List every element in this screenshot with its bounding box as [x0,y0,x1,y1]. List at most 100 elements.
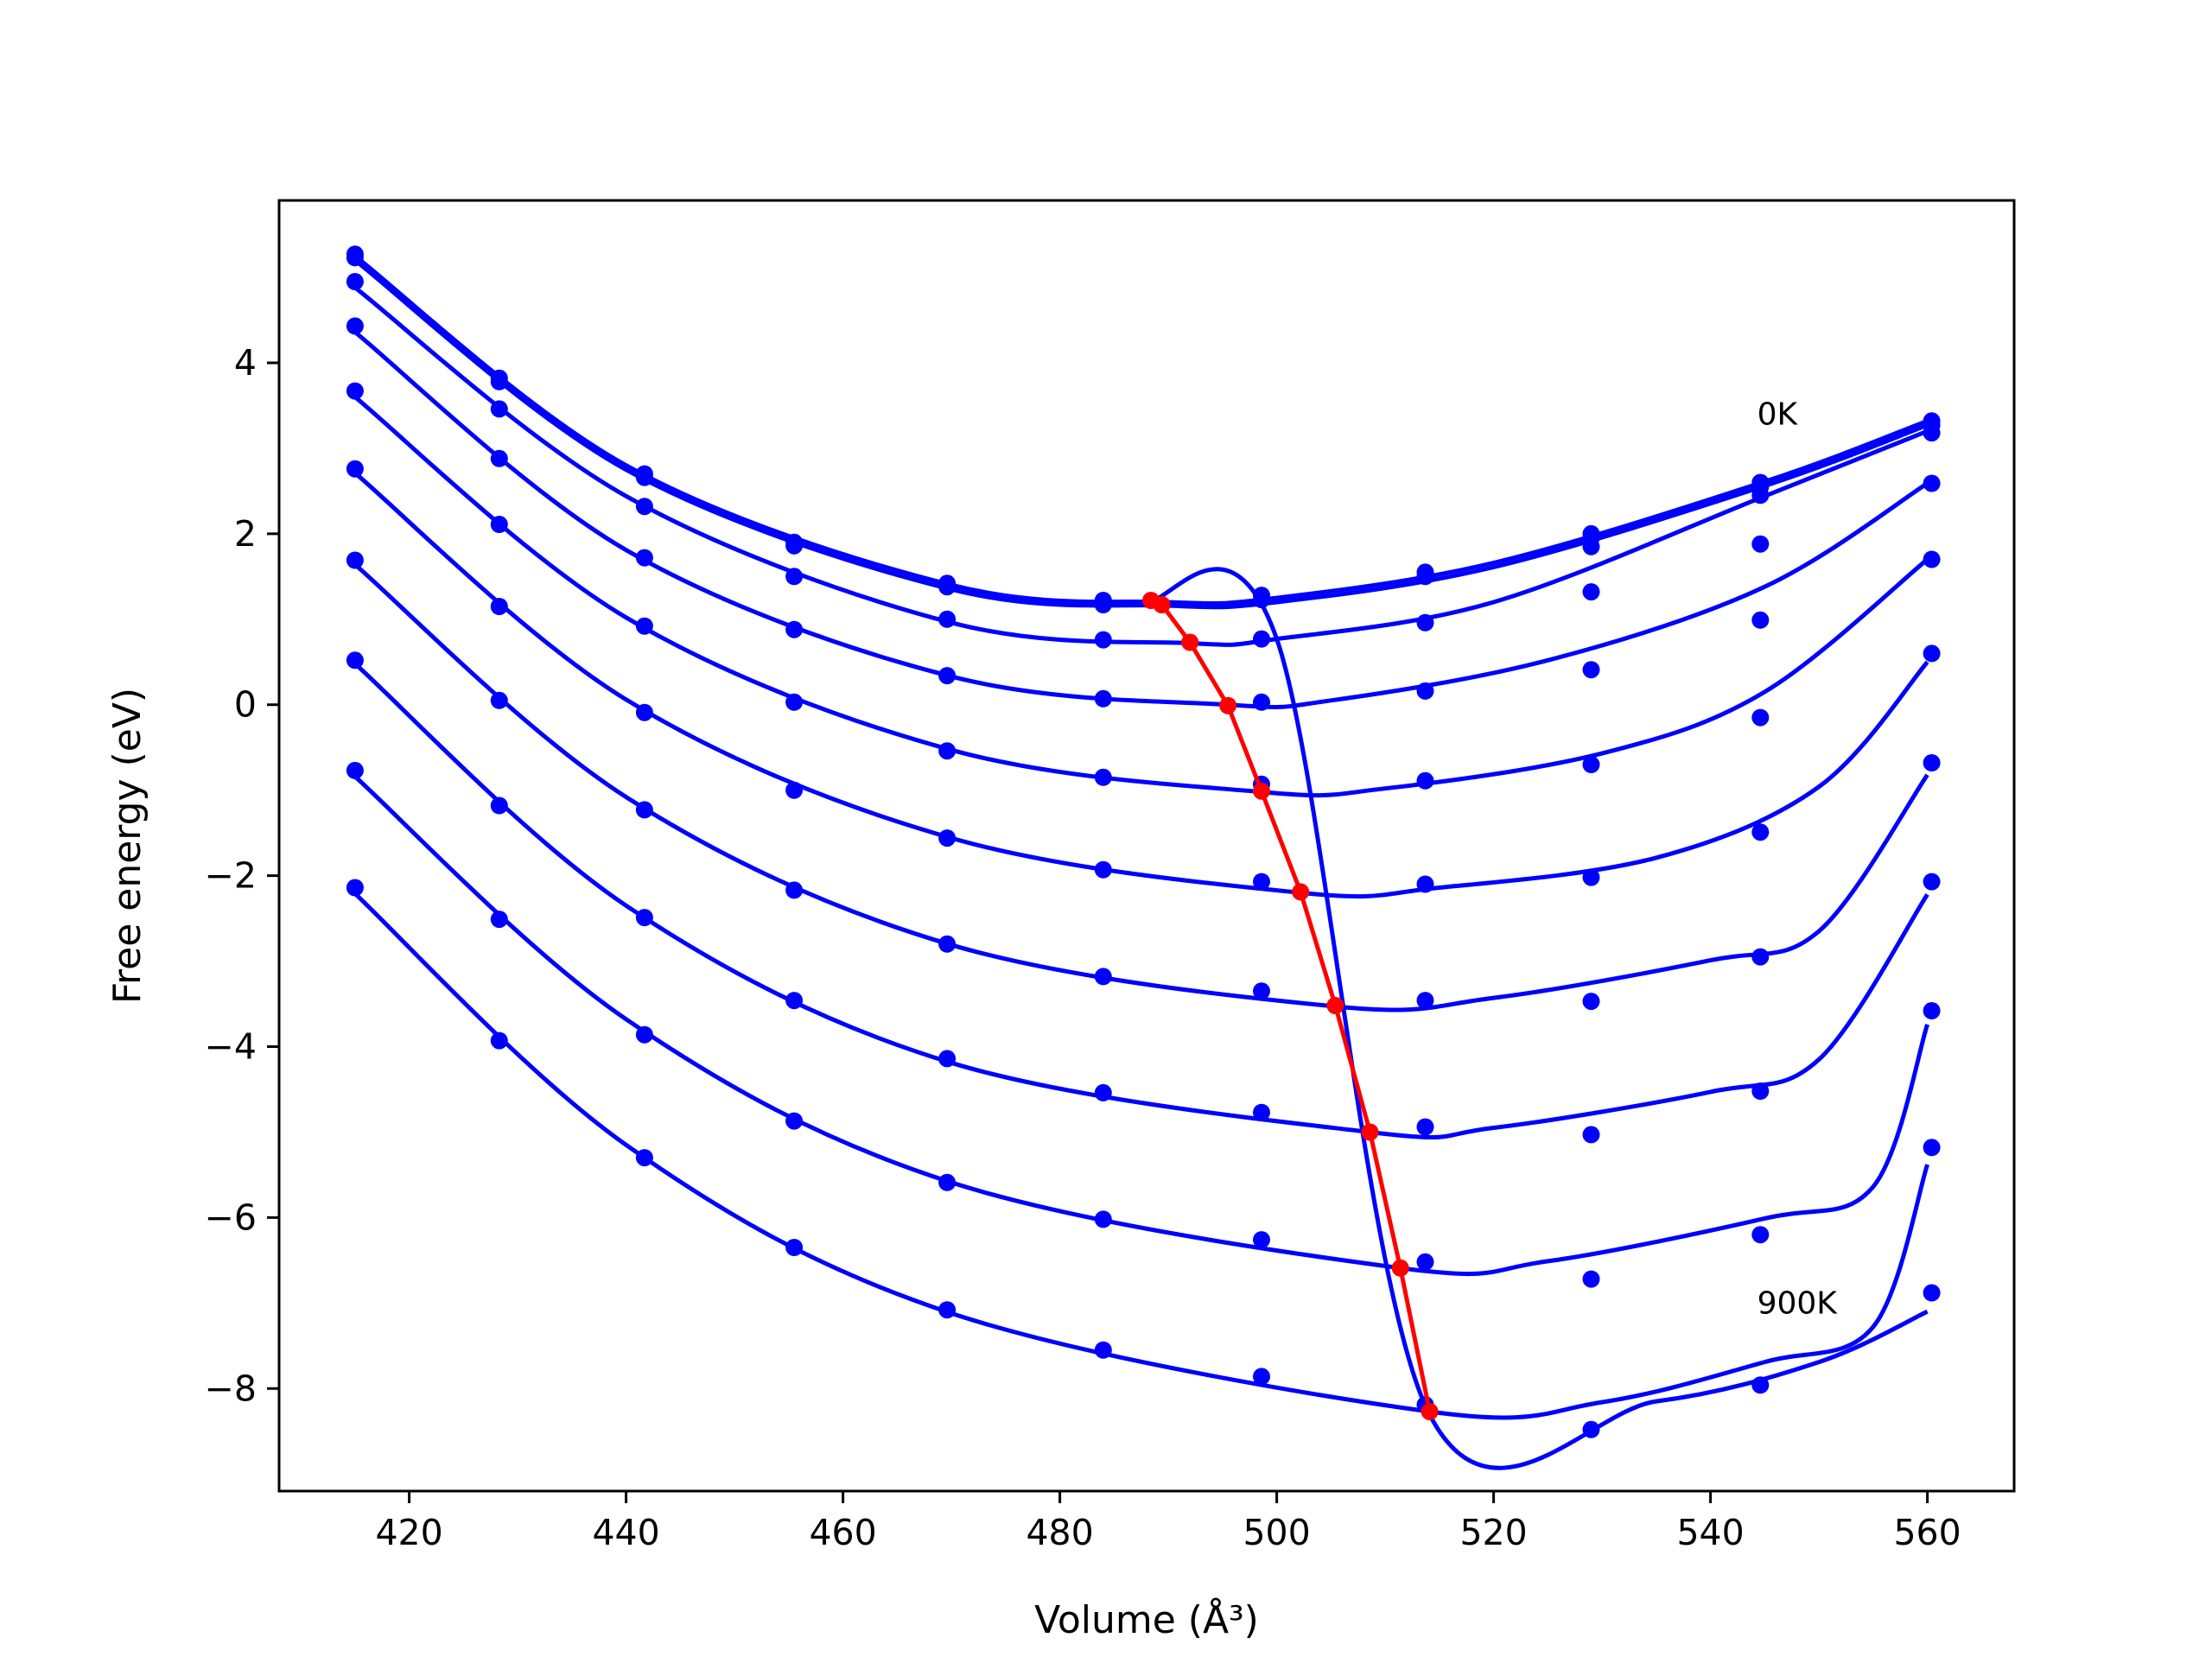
series-3-point [1253,630,1270,648]
x-tick-label: 540 [1676,1512,1744,1553]
series-2-point [785,536,804,555]
series-5-point [635,617,653,635]
series-7-point [938,935,957,953]
x-axis-title: Volume (Å³) [1034,1596,1259,1642]
x-tick-label: 460 [809,1512,876,1553]
series-2-point [635,468,653,486]
series-8-point [490,797,508,815]
series-6-point [1253,873,1270,891]
series-4-point [1923,474,1941,492]
series-10-point [785,1239,804,1256]
series-7-point [635,801,653,819]
series-5-point [1094,768,1112,786]
series-4 [346,317,1941,711]
series-4-point [1751,535,1770,553]
series-7-point [1094,968,1112,986]
series-4-point [346,317,364,335]
series-5-point [1582,661,1600,679]
series-3-point [635,498,653,516]
series-3-point [1582,537,1600,555]
series-6-point [346,460,364,478]
minimum-line [1150,598,1433,1412]
series-5-point [1751,611,1770,629]
y-tick-label: −6 [205,1196,257,1238]
series-8-point [938,1050,957,1068]
series-5-point [938,742,957,760]
series-9-point [346,761,364,779]
series-9-point [1416,1253,1434,1271]
series-8-point [1253,1103,1270,1121]
series-layer [346,245,1941,1470]
minimum-point [1253,782,1270,800]
series-6-point [1094,860,1112,879]
series-8-point [1094,1083,1112,1101]
series-10-point [490,1031,508,1050]
minimum-point [1153,596,1171,613]
series-8-point [1416,1118,1434,1136]
series-9-point [785,1112,804,1130]
series-1-fit-curve [353,254,1929,606]
minimum-point [1219,696,1237,714]
series-7-fit-curve [353,562,1929,1012]
series-3-point [490,400,508,418]
series-6-point [1416,875,1434,893]
series-6-point [490,598,508,615]
series-4-point [1253,693,1270,711]
series-3-point [1094,631,1112,649]
series-7-point [1751,823,1770,841]
series-6-point [635,703,653,721]
series-7-point [346,551,364,569]
series-4-point [490,449,508,467]
series-9-point [490,911,508,929]
series-9-point [938,1173,957,1191]
x-tick-label: 500 [1243,1512,1310,1553]
series-8-point [346,651,364,670]
minimum-point [1326,997,1344,1014]
series-8-point [635,909,653,927]
y-tick-label: 4 [234,342,257,384]
minimum-line-layer [1142,592,1439,1420]
y-tick-label: −2 [205,855,257,897]
series-6-point [938,829,957,847]
series-3-point [938,610,957,628]
series-3-fit-curve [353,285,1929,647]
plot-frame [277,199,2016,1493]
series-2 [346,249,1941,613]
series-2-point [1094,596,1112,613]
y-tick-label: 0 [234,684,257,726]
series-2-point [346,249,364,267]
series-7-point [1582,868,1600,886]
series-9-point [1923,1002,1941,1019]
y-tick-label: −4 [205,1026,257,1068]
series-10-point [1751,1226,1770,1244]
minimum-point [1361,1123,1379,1141]
series-4-fit-curve [353,330,1929,709]
series-10-point [1094,1341,1112,1359]
series-2-point [938,578,957,596]
series-8-point [1923,873,1941,891]
series-4-point [785,620,804,638]
series-10-point [938,1301,957,1319]
series-2-point [490,372,508,390]
series-10-point [1923,1139,1941,1157]
minimum-point [1421,1403,1439,1420]
x-tick-label: 520 [1459,1512,1527,1553]
series-6-point [1751,708,1770,727]
series-5-point [785,693,804,711]
series-10-fit-curve [353,892,1929,1420]
series-5-point [1416,771,1434,790]
series-9-point [635,1025,653,1044]
series-10-point [635,1149,653,1167]
series-10 [346,879,1941,1420]
series-8-point [785,992,804,1010]
series-10-point [346,879,364,897]
x-tick-label: 480 [1026,1512,1093,1553]
series-7-point [1416,992,1434,1010]
series-4-point [1582,583,1600,601]
series-7-point [1923,754,1941,771]
series-9-point [1582,1126,1600,1144]
series-5-point [346,382,364,400]
x-tick-label: 440 [592,1512,659,1553]
series-10-point [1582,1270,1600,1288]
